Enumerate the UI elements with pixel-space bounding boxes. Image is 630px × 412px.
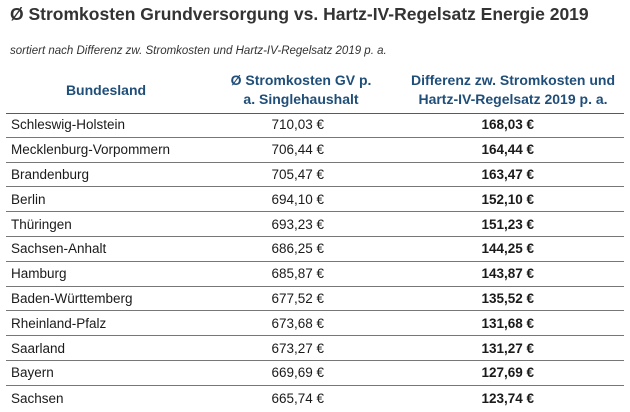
cell-cost: 694,10 €	[271, 191, 324, 207]
column-header-cost: Ø Stromkosten GV p. a. Singlehaushalt	[206, 69, 396, 111]
cell-cost: 706,44 €	[271, 142, 324, 158]
cell-state: Brandenburg	[11, 166, 90, 182]
page-subtitle: sortiert nach Differenz zw. Stromkosten …	[10, 45, 387, 57]
cell-difference: 151,23 €	[481, 216, 534, 232]
cell-cost: 710,03 €	[271, 117, 324, 133]
cell-difference: 143,87 €	[481, 266, 534, 282]
cell-state: Berlin	[11, 191, 46, 207]
table-body: Schleswig-Holstein 710,03 € 168,03 € Mec…	[6, 113, 624, 411]
cell-difference: 164,44 €	[481, 142, 534, 158]
table-row: Schleswig-Holstein 710,03 € 168,03 €	[6, 113, 624, 138]
page-title: Ø Stromkosten Grundversorgung vs. Hartz-…	[10, 4, 589, 24]
column-header-cost-line2: a. Singlehaushalt	[243, 91, 359, 107]
column-header-difference-line1: Differenz zw. Stromkosten und	[410, 72, 616, 88]
table-row: Rheinland-Pfalz 673,68 € 131,68 €	[6, 311, 624, 337]
cell-cost: 665,74 €	[271, 390, 324, 406]
cell-difference: 168,03 €	[481, 117, 534, 133]
table-row: Mecklenburg-Vorpommern 706,44 € 164,44 €	[6, 138, 624, 163]
cell-difference: 131,27 €	[481, 340, 534, 356]
cell-state: Rheinland-Pfalz	[11, 315, 107, 331]
column-header-cost-line1: Ø Stromkosten GV p.	[230, 72, 372, 88]
cell-cost: 669,69 €	[271, 365, 324, 381]
cell-state: Saarland	[11, 340, 66, 356]
table-row: Sachsen 665,74 € 123,74 €	[6, 386, 624, 411]
cell-cost: 685,87 €	[271, 266, 324, 282]
table-row: Berlin 694,10 € 152,10 €	[6, 187, 624, 213]
table-row: Saarland 673,27 € 131,27 €	[6, 336, 624, 361]
table-row: Thüringen 693,23 € 151,23 €	[6, 212, 624, 237]
cell-difference: 135,52 €	[481, 290, 534, 306]
cell-state: Hamburg	[11, 266, 67, 282]
table-row: Hamburg 685,87 € 143,87 €	[6, 262, 624, 287]
cell-state: Mecklenburg-Vorpommern	[11, 142, 171, 158]
cell-difference: 127,69 €	[481, 365, 534, 381]
table-row: Bayern 669,69 € 127,69 €	[6, 361, 624, 386]
cell-difference: 144,25 €	[481, 241, 534, 257]
cell-cost: 693,23 €	[271, 216, 324, 232]
cell-cost: 673,27 €	[271, 340, 324, 356]
cell-difference: 131,68 €	[481, 315, 534, 331]
cell-difference: 163,47 €	[481, 166, 534, 182]
column-header-state-label: Bundesland	[65, 81, 147, 98]
cell-cost: 705,47 €	[271, 166, 324, 182]
cell-cost: 673,68 €	[271, 315, 324, 331]
cell-state: Sachsen-Anhalt	[11, 241, 107, 257]
table-row: Brandenburg 705,47 € 163,47 €	[6, 163, 624, 188]
cell-difference: 152,10 €	[481, 191, 534, 207]
table-row: Baden-Württemberg 677,52 € 135,52 €	[6, 287, 624, 312]
cell-state: Schleswig-Holstein	[11, 117, 126, 133]
cell-state: Baden-Württemberg	[11, 290, 133, 306]
column-header-state: Bundesland	[6, 69, 206, 111]
cell-cost: 686,25 €	[271, 241, 324, 257]
cell-state: Bayern	[11, 365, 54, 381]
table-row: Sachsen-Anhalt 686,25 € 144,25 €	[6, 237, 624, 262]
cell-cost: 677,52 €	[271, 290, 324, 306]
column-header-difference-line2: Hartz-IV-Regelsatz 2019 p. a.	[418, 91, 608, 107]
cell-state: Thüringen	[11, 216, 72, 232]
column-header-difference: Differenz zw. Stromkosten und Hartz-IV-R…	[396, 69, 630, 111]
header-divider	[6, 113, 624, 114]
cell-state: Sachsen	[11, 390, 64, 406]
cell-difference: 123,74 €	[481, 390, 534, 406]
